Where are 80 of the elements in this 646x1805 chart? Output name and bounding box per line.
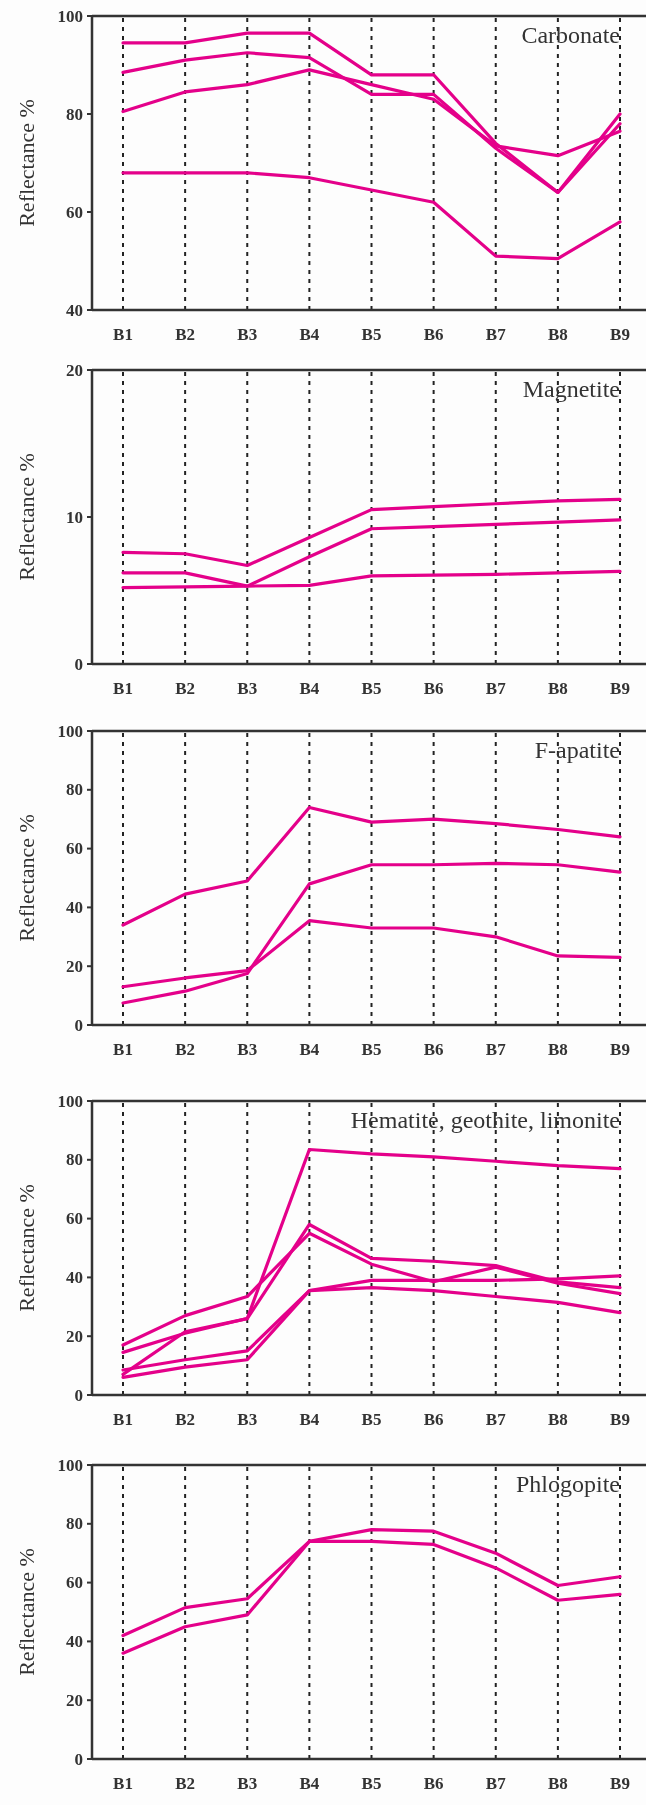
x-tick-label: B8 — [547, 1774, 568, 1793]
x-tick-label: B9 — [610, 325, 630, 344]
chart-title: Carbonate — [521, 22, 620, 48]
y-tick-label: 60 — [66, 1209, 83, 1229]
y-tick-label: 60 — [66, 839, 83, 859]
y-tick-label: 40 — [66, 897, 83, 917]
y-tick-label: 20 — [66, 1690, 83, 1710]
x-tick-label: B9 — [610, 1410, 630, 1429]
x-tick-label: B5 — [361, 325, 382, 344]
x-tick-label: B2 — [175, 1410, 196, 1429]
x-tick-label: B6 — [423, 325, 444, 344]
x-tick-label: B7 — [485, 1774, 507, 1793]
chart-title: Magnetite — [522, 376, 620, 402]
x-tick-label: B4 — [299, 325, 320, 344]
x-tick-label: B2 — [175, 679, 196, 698]
x-tick-label: B8 — [547, 1410, 568, 1429]
x-tick-label: B8 — [547, 679, 568, 698]
x-tick-label: B5 — [361, 1040, 382, 1059]
y-tick-label: 40 — [66, 300, 83, 320]
x-tick-label: B3 — [237, 325, 258, 344]
x-tick-label: B1 — [113, 679, 133, 698]
x-tick-label: B5 — [361, 1410, 382, 1429]
x-tick-label: B6 — [423, 1410, 444, 1429]
y-tick-label: 80 — [66, 104, 83, 124]
y-tick-label: 40 — [66, 1631, 83, 1651]
x-tick-label: B1 — [113, 325, 133, 344]
y-tick-label: 100 — [57, 1455, 83, 1475]
y-tick-label: 40 — [66, 1267, 83, 1287]
y-tick-label: 60 — [66, 1573, 83, 1593]
chart-title: Hematite, geothite, limonite — [350, 1107, 620, 1133]
y-tick-label: 60 — [66, 202, 83, 222]
x-tick-label: B3 — [237, 1040, 258, 1059]
y-tick-label: 100 — [57, 721, 83, 741]
x-tick-label: B4 — [299, 1410, 320, 1429]
x-tick-label: B3 — [237, 1410, 258, 1429]
y-tick-label: 80 — [66, 780, 83, 800]
x-tick-label: B1 — [113, 1410, 133, 1429]
x-tick-label: B1 — [113, 1040, 133, 1059]
y-tick-label: 80 — [66, 1514, 83, 1534]
x-tick-label: B7 — [485, 325, 507, 344]
chart-title: Phlogopite — [515, 1471, 620, 1497]
y-axis-title: Reflectance % — [14, 453, 39, 581]
y-tick-label: 0 — [74, 1015, 83, 1035]
x-tick-label: B4 — [299, 679, 320, 698]
x-tick-label: B2 — [175, 1040, 196, 1059]
x-tick-label: B7 — [485, 1410, 507, 1429]
chart-title: F-apatite — [534, 737, 620, 763]
x-tick-label: B1 — [113, 1774, 133, 1793]
y-tick-label: 100 — [57, 6, 83, 26]
x-tick-label: B6 — [423, 1774, 444, 1793]
x-tick-label: B2 — [175, 1774, 196, 1793]
y-axis-title: Reflectance % — [14, 99, 39, 227]
y-axis-title: Reflectance % — [14, 814, 39, 942]
x-tick-label: B9 — [610, 679, 630, 698]
y-tick-label: 80 — [66, 1150, 83, 1170]
y-tick-label: 20 — [66, 956, 83, 976]
y-tick-label: 0 — [74, 1385, 83, 1405]
x-tick-label: B6 — [423, 1040, 444, 1059]
x-tick-label: B7 — [485, 1040, 507, 1059]
x-tick-label: B3 — [237, 1774, 258, 1793]
x-tick-label: B3 — [237, 679, 258, 698]
x-tick-label: B7 — [485, 679, 507, 698]
x-tick-label: B5 — [361, 1774, 382, 1793]
y-tick-label: 10 — [66, 507, 83, 527]
y-tick-label: 100 — [57, 1091, 83, 1111]
y-tick-label: 20 — [66, 360, 83, 380]
x-tick-label: B4 — [299, 1774, 320, 1793]
y-tick-label: 0 — [74, 654, 83, 674]
x-tick-label: B6 — [423, 679, 444, 698]
x-tick-label: B2 — [175, 325, 196, 344]
x-tick-label: B4 — [299, 1040, 320, 1059]
x-tick-label: B8 — [547, 325, 568, 344]
y-tick-label: 0 — [74, 1749, 83, 1769]
y-axis-title: Reflectance % — [14, 1184, 39, 1312]
y-axis-title: Reflectance % — [14, 1548, 39, 1676]
y-tick-label: 20 — [66, 1326, 83, 1346]
x-tick-label: B9 — [610, 1040, 630, 1059]
x-tick-label: B5 — [361, 679, 382, 698]
x-tick-label: B9 — [610, 1774, 630, 1793]
x-tick-label: B8 — [547, 1040, 568, 1059]
